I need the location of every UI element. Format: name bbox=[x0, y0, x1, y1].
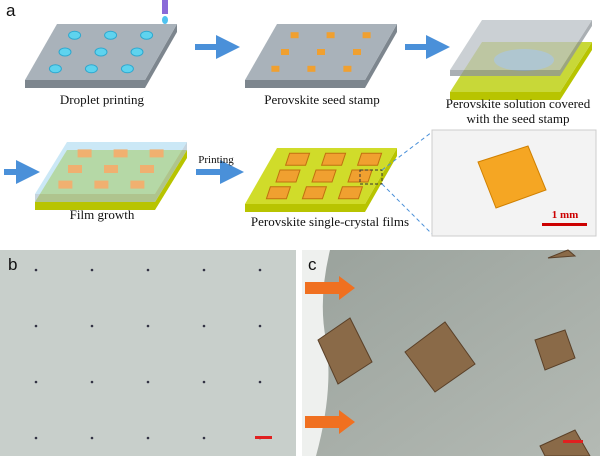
seed-dot bbox=[202, 268, 206, 272]
crystal bbox=[130, 180, 145, 189]
crystal bbox=[317, 317, 373, 385]
seed bbox=[307, 65, 316, 72]
slab-front bbox=[450, 92, 560, 100]
crystal bbox=[547, 249, 577, 259]
slab-front bbox=[35, 202, 155, 210]
zoom-line bbox=[381, 183, 433, 235]
slab-side bbox=[365, 148, 397, 212]
seed-dot bbox=[202, 380, 206, 384]
slab-side bbox=[560, 42, 592, 100]
crystal bbox=[477, 145, 547, 209]
crystal bbox=[534, 329, 576, 371]
marker-arrow bbox=[305, 410, 355, 434]
seed-dot bbox=[202, 324, 206, 328]
slab-side bbox=[155, 142, 187, 202]
step-caption: Perovskite single-crystal films bbox=[251, 214, 409, 229]
crystal bbox=[140, 165, 154, 173]
seed-dot bbox=[146, 436, 150, 440]
seed-dot bbox=[34, 268, 38, 272]
zoom-line bbox=[381, 131, 433, 171]
seed-dot bbox=[90, 324, 94, 328]
slab-top bbox=[450, 20, 592, 70]
panel-label: b bbox=[8, 255, 17, 274]
crystal bbox=[113, 149, 128, 158]
seed bbox=[326, 32, 335, 39]
droplet bbox=[48, 64, 62, 74]
panel-label: a bbox=[6, 1, 16, 20]
slab-side bbox=[560, 20, 592, 76]
seed-dot bbox=[146, 324, 150, 328]
droplet bbox=[140, 30, 154, 40]
step-caption: Film growth bbox=[70, 207, 135, 222]
seed bbox=[343, 65, 352, 72]
seed bbox=[317, 49, 325, 55]
crystal bbox=[320, 152, 347, 166]
slab-front bbox=[245, 80, 365, 88]
droplet bbox=[130, 47, 144, 57]
crystal bbox=[275, 169, 301, 183]
scale-bar bbox=[542, 223, 587, 226]
seed bbox=[362, 32, 371, 39]
scale-bar bbox=[563, 440, 583, 443]
seed-dot bbox=[34, 380, 38, 384]
step-caption: Droplet printing bbox=[60, 92, 145, 107]
droplet bbox=[94, 47, 108, 57]
crystal bbox=[68, 165, 82, 173]
crystal bbox=[311, 169, 337, 183]
droplet bbox=[68, 30, 82, 40]
step-caption: Perovskite solution covered bbox=[446, 96, 591, 111]
seed-dot bbox=[258, 324, 262, 328]
crystal bbox=[104, 165, 118, 173]
crystal bbox=[337, 186, 364, 200]
seed-dot bbox=[202, 436, 206, 440]
droplet bbox=[120, 64, 134, 74]
crystal bbox=[94, 180, 109, 189]
droplet bbox=[84, 64, 98, 74]
droplet bbox=[104, 30, 118, 40]
pipette bbox=[162, 0, 168, 14]
seed-dot bbox=[146, 268, 150, 272]
scale-bar bbox=[255, 436, 272, 439]
slab-front bbox=[35, 194, 155, 202]
seed-dot bbox=[90, 380, 94, 384]
seed bbox=[290, 32, 299, 39]
arrow-label: Printing bbox=[198, 154, 234, 166]
slab-side bbox=[145, 24, 177, 88]
slab-front bbox=[450, 70, 560, 76]
crystal bbox=[284, 152, 311, 166]
seed-dot bbox=[258, 268, 262, 272]
seed bbox=[353, 49, 361, 55]
step-caption: Perovskite seed stamp bbox=[264, 92, 380, 107]
crystal bbox=[301, 186, 328, 200]
seed-dot bbox=[258, 380, 262, 384]
seed-dot bbox=[90, 436, 94, 440]
panel-label: c bbox=[308, 255, 317, 274]
crystal bbox=[404, 321, 476, 393]
marker-arrow bbox=[305, 276, 355, 300]
seed bbox=[271, 65, 280, 72]
crystal bbox=[77, 149, 92, 158]
seed-dot bbox=[34, 436, 38, 440]
seed-dot bbox=[146, 380, 150, 384]
micrograph bbox=[0, 250, 296, 456]
substrate-edge bbox=[302, 250, 330, 456]
slab-front bbox=[245, 204, 365, 212]
crystal bbox=[149, 149, 164, 158]
scale-label: 1 mm bbox=[552, 209, 579, 221]
zoom-box bbox=[359, 169, 383, 185]
slab-side bbox=[155, 150, 187, 210]
seed-dot bbox=[90, 268, 94, 272]
crystal bbox=[58, 180, 73, 189]
droplet bbox=[162, 16, 168, 24]
crystal bbox=[356, 152, 383, 166]
slab-side bbox=[365, 24, 397, 88]
step-caption: with the seed stamp bbox=[467, 111, 570, 126]
slab-front bbox=[25, 80, 145, 88]
droplet bbox=[58, 47, 72, 57]
seed-dot bbox=[34, 324, 38, 328]
crystal bbox=[265, 186, 292, 200]
seed bbox=[281, 49, 289, 55]
